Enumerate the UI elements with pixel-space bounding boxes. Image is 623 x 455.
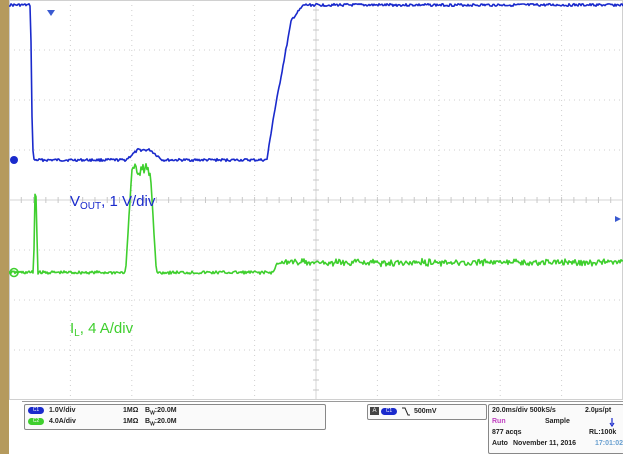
ch1-settings-row[interactable]: C1	[28, 406, 44, 416]
acq-mode: Sample	[545, 418, 570, 425]
trace-il	[9, 163, 623, 275]
trace-vout	[9, 2, 623, 163]
channel-settings-box[interactable]: C1 1.0V/div 1MΩ BW:20.0M C2 4.0A/div 1MΩ…	[24, 404, 326, 430]
ch1-trace-label: VOUT, 1 V/div	[70, 193, 156, 212]
trigger-level-marker	[615, 216, 621, 222]
run-state: Run	[492, 418, 506, 425]
falling-edge-icon	[402, 407, 410, 416]
trigger-source-row: C1	[381, 407, 397, 417]
channel-markers	[9, 10, 621, 278]
ch2-scale: 4.0A/div	[49, 418, 76, 425]
ch1-impedance: 1MΩ	[123, 407, 139, 414]
ch2-ground-marker	[9, 267, 19, 278]
ch1-scale: 1.0V/div	[49, 407, 76, 414]
ch1-bandwidth: BW:20.0M	[145, 407, 177, 417]
ch1-tag: C1	[28, 406, 44, 414]
waveform-traces	[9, 2, 623, 275]
acq-count: 877 acqs	[492, 429, 522, 436]
trigger-settings-box[interactable]: A C1 500mV	[367, 404, 487, 420]
timebase: 20.0ms/div 500kS/s	[492, 407, 556, 414]
ch2-settings-row[interactable]: C2	[28, 417, 44, 427]
trigger-ch1-tag: C1	[381, 407, 397, 415]
ch2-tag: C2	[28, 417, 44, 425]
scope-frame-edge	[0, 0, 9, 454]
ch2-impedance: 1MΩ	[123, 418, 139, 425]
ch2-bandwidth: BW:20.0M	[145, 418, 177, 428]
timebase-box[interactable]: 20.0ms/div 500kS/s 2.0µs/pt Run Sample 8…	[488, 404, 623, 454]
ch2-trace-label: IL, 4 A/div	[70, 320, 134, 339]
trigger-level: 500mV	[414, 408, 437, 415]
record-length: RL:100k	[589, 429, 617, 436]
acq-date: November 11, 2016	[513, 440, 577, 447]
ch1-ground-marker	[10, 156, 18, 164]
trigger-a-icon: A	[370, 407, 379, 415]
scope-info-panel: C1 1.0V/div 1MΩ BW:20.0M C2 4.0A/div 1MΩ…	[22, 401, 623, 455]
acq-time: 17:01:02	[595, 440, 623, 447]
single-seq-icon	[609, 418, 615, 427]
trigger-mode: Auto	[492, 440, 508, 447]
trigger-position-marker	[47, 10, 55, 16]
sample-interval: 2.0µs/pt	[585, 407, 612, 414]
